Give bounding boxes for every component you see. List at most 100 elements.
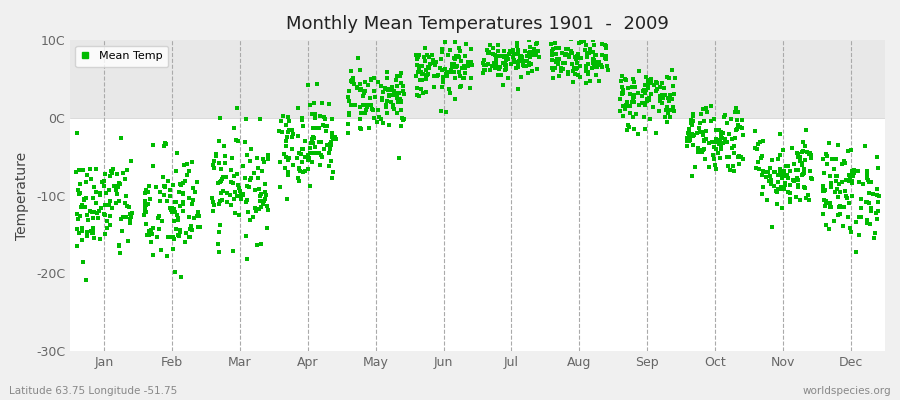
Point <box>380 110 394 116</box>
Point <box>628 110 643 117</box>
Text: Latitude 63.75 Longitude -51.75: Latitude 63.75 Longitude -51.75 <box>9 386 177 396</box>
Point <box>352 116 366 123</box>
Point <box>301 166 315 172</box>
Point <box>657 92 671 98</box>
Point <box>412 92 427 99</box>
Point <box>428 62 442 68</box>
Point <box>226 180 240 186</box>
Point <box>94 204 109 211</box>
Point <box>586 37 600 43</box>
Point <box>581 71 596 77</box>
Point <box>445 62 459 68</box>
Point <box>789 150 804 157</box>
Point <box>167 208 182 215</box>
Point <box>281 128 295 135</box>
Y-axis label: Temperature: Temperature <box>15 152 29 240</box>
Point <box>566 68 580 74</box>
Point <box>444 67 458 73</box>
Point <box>437 66 452 72</box>
Point <box>321 101 336 108</box>
Point <box>345 78 359 85</box>
Point <box>722 154 736 160</box>
Point <box>849 249 863 256</box>
Point <box>282 154 296 161</box>
Point <box>410 91 424 98</box>
Point <box>802 197 816 203</box>
Point <box>580 66 594 73</box>
Point <box>598 52 613 59</box>
Point <box>863 220 878 227</box>
Point <box>302 183 317 190</box>
Point <box>694 111 708 117</box>
Point <box>230 182 245 188</box>
Point <box>388 90 402 96</box>
Point <box>759 173 773 180</box>
Point <box>783 168 797 174</box>
Point <box>291 132 305 139</box>
Point <box>280 134 294 140</box>
Point <box>544 41 559 48</box>
Point <box>415 77 429 83</box>
Point <box>464 59 478 66</box>
Point <box>397 91 411 97</box>
Point <box>109 187 123 194</box>
Point <box>176 208 191 214</box>
Point <box>626 97 641 103</box>
Point <box>409 73 423 79</box>
Point <box>85 176 99 182</box>
Point <box>750 146 764 152</box>
Point <box>396 117 410 123</box>
Point <box>146 142 160 148</box>
Point <box>90 215 104 221</box>
Point <box>99 190 113 196</box>
Point <box>414 69 428 76</box>
Point <box>871 208 886 214</box>
Point <box>759 174 773 180</box>
Point <box>511 86 526 92</box>
Point <box>839 193 853 199</box>
Point <box>660 104 674 110</box>
Point <box>551 60 565 66</box>
Point <box>498 60 512 67</box>
Point <box>419 76 434 82</box>
Point <box>207 202 221 208</box>
Point <box>161 178 176 184</box>
Point <box>110 171 124 177</box>
Point <box>152 213 166 219</box>
Point <box>257 198 272 204</box>
Point <box>418 58 432 64</box>
Point <box>708 165 723 172</box>
Point <box>314 100 328 106</box>
Point <box>491 41 505 48</box>
Point <box>571 72 585 78</box>
Point <box>818 186 832 193</box>
Point <box>521 62 535 68</box>
Point <box>662 98 676 104</box>
Point <box>449 63 464 69</box>
Point <box>242 184 256 190</box>
Point <box>728 109 742 115</box>
Point <box>615 91 629 97</box>
Point <box>112 180 127 187</box>
Point <box>524 61 538 68</box>
Point <box>770 172 785 178</box>
Point <box>686 113 700 120</box>
Point <box>842 172 856 178</box>
Point <box>341 94 356 100</box>
Point <box>549 50 563 57</box>
Point <box>574 38 589 45</box>
Point <box>777 186 791 192</box>
Point <box>387 106 401 112</box>
Point <box>326 136 340 142</box>
Point <box>368 94 382 100</box>
Point <box>500 75 515 81</box>
Point <box>347 102 362 108</box>
Point <box>638 82 652 89</box>
Point <box>380 98 394 104</box>
Point <box>453 84 467 90</box>
Point <box>317 114 331 121</box>
Point <box>665 95 680 102</box>
Point <box>845 173 859 179</box>
Point <box>520 58 535 64</box>
Point <box>570 60 584 66</box>
